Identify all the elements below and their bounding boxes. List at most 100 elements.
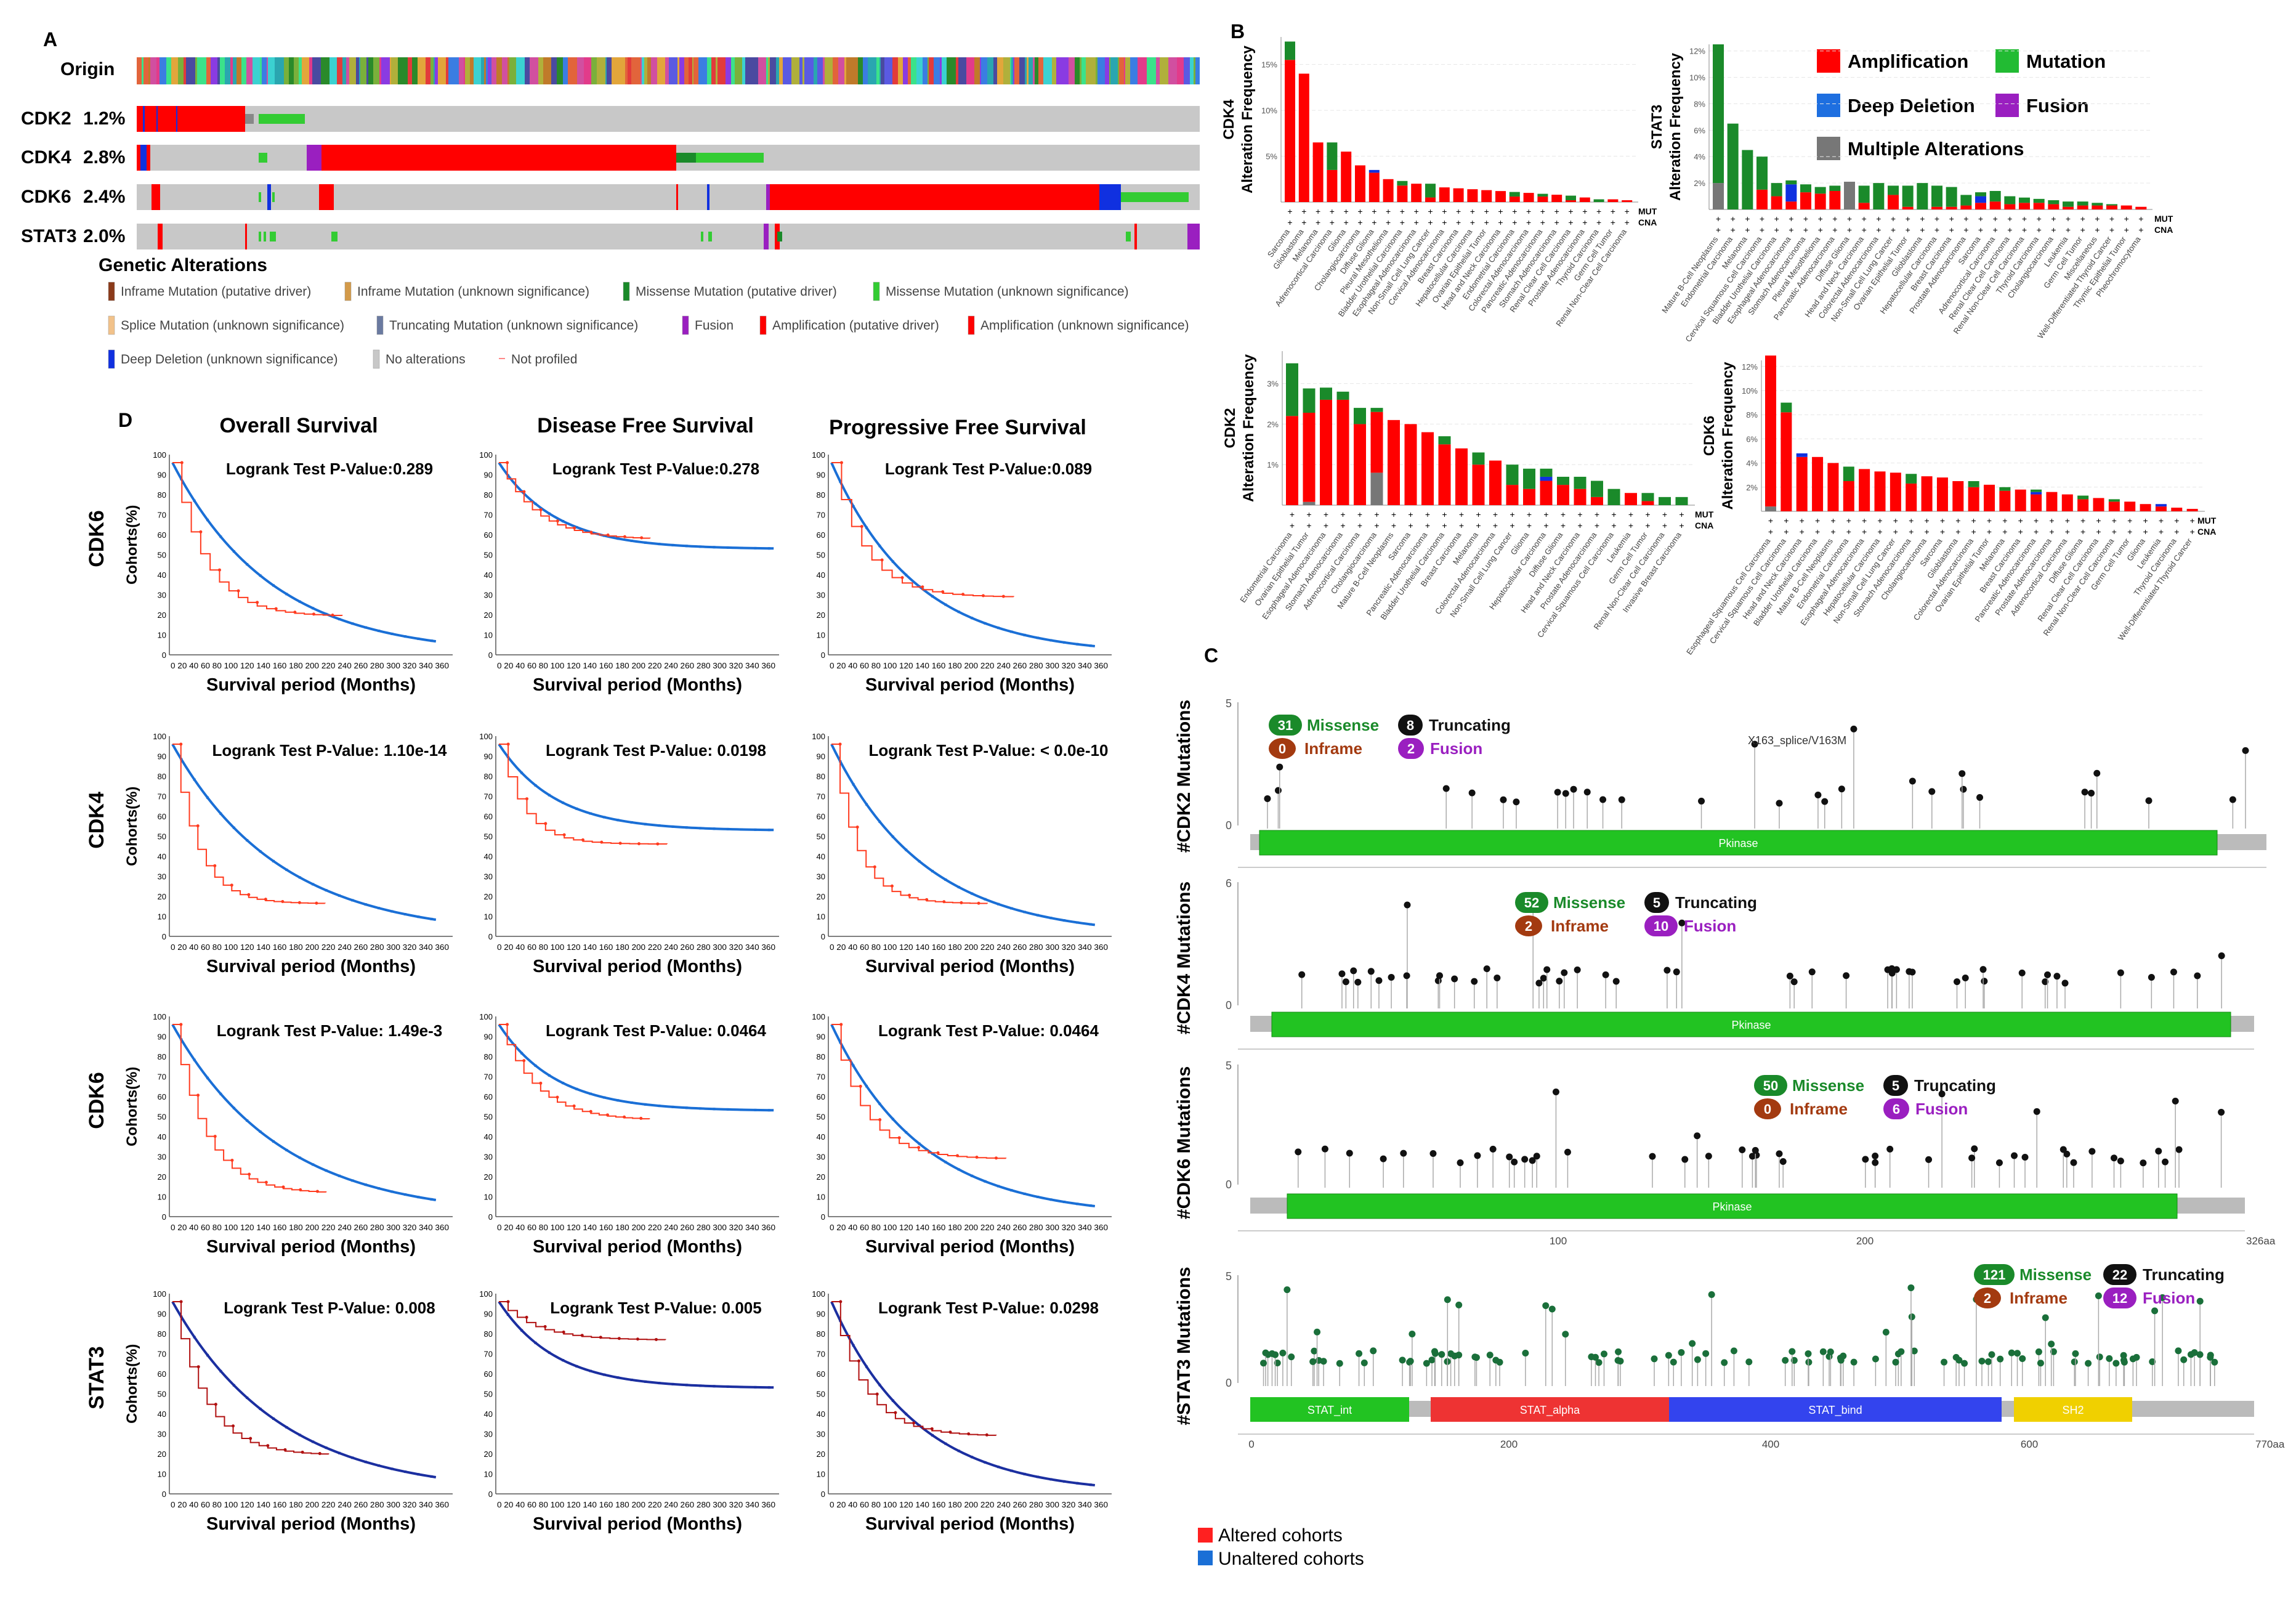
column-title: Overall Survival [219, 414, 378, 437]
pin-head [1985, 1358, 1992, 1365]
y-max-label: 5 [1226, 1060, 1232, 1072]
pin-head [1400, 1150, 1407, 1157]
altered-censor [247, 893, 251, 896]
cna-plus: + [1493, 521, 1498, 530]
cna-plus: + [1344, 217, 1349, 227]
origin-segment [783, 57, 791, 84]
censor-mark [325, 889, 328, 892]
pin-head [1298, 971, 1306, 978]
bar-segment [1438, 436, 1451, 445]
censor-mark [1023, 633, 1026, 636]
mut-plus: + [2138, 214, 2143, 224]
y-tick-label: 10% [1689, 73, 1705, 83]
origin-segment [612, 57, 618, 84]
x-axis-title: Survival period (Months) [206, 957, 416, 976]
bar-segment [2063, 201, 2074, 207]
bar-segment [2077, 499, 2089, 511]
origin-segment [679, 57, 684, 84]
altered-censor [573, 526, 576, 530]
pin-head [1506, 1153, 1513, 1161]
legend-swatch [373, 349, 380, 369]
legend-label: Inframe Mutation (putative driver) [121, 285, 311, 299]
pin-head [2117, 1158, 2124, 1165]
alteration-mark [137, 106, 245, 132]
origin-segment [1075, 57, 1080, 84]
bar-segment [1354, 424, 1366, 505]
mut-label: MUT [1638, 206, 1657, 216]
altered-censor [331, 614, 334, 617]
cna-plus: + [1978, 225, 1983, 235]
altered-censor [539, 1081, 543, 1085]
origin-segment [804, 57, 814, 84]
altered-censor [180, 461, 184, 464]
y-tick-label: 10 [484, 912, 493, 922]
pin-head [1886, 1145, 1894, 1153]
cna-plus: + [1324, 521, 1328, 530]
y-tick-label: 0 [488, 651, 493, 660]
cna-plus: + [1768, 527, 1773, 537]
x-tick-label: 200 [1500, 1438, 1518, 1450]
cna-plus: + [1876, 225, 1881, 235]
censor-mark [1037, 636, 1040, 639]
origin-segment [557, 57, 563, 84]
y-tick-label: 100 [153, 732, 166, 741]
origin-segment [1119, 57, 1124, 84]
pin-head [1399, 1356, 1406, 1364]
inframe-count: 2 [1984, 1291, 1991, 1306]
origin-segment [892, 57, 898, 84]
censor-mark [767, 547, 770, 550]
pin-head [2140, 1159, 2147, 1167]
y-tick-label: 40 [817, 1132, 825, 1141]
alteration-mark [777, 232, 782, 241]
y-tick-label: 40 [817, 852, 825, 861]
pin-head [1264, 795, 1271, 802]
inframe-badge [1754, 1098, 1781, 1119]
origin-segment [1010, 57, 1011, 84]
bar-segment [1984, 484, 1995, 511]
bar-segment [2031, 492, 2042, 495]
origin-segment [605, 57, 607, 84]
censor-mark [931, 594, 934, 598]
censor-mark [671, 1382, 674, 1385]
bar-segment [1537, 197, 1548, 202]
altered-censor [618, 841, 622, 845]
bar-segment [1397, 180, 1408, 186]
bar-segment [2015, 489, 2026, 511]
altered-censor [283, 1448, 287, 1451]
cna-plus: + [1582, 217, 1587, 227]
pin-head [1442, 785, 1450, 792]
altered-censor [600, 840, 604, 844]
y-tick-label: 90 [817, 752, 825, 761]
pin-head [1789, 1348, 1796, 1355]
origin-segment [379, 57, 381, 84]
origin-segment [911, 57, 916, 84]
mut-plus: + [1582, 206, 1587, 216]
pin-head [1283, 1286, 1291, 1294]
origin-segment [368, 57, 373, 84]
bar-segment [2004, 204, 2016, 209]
y-axis-title: Alteration Frequency [1720, 362, 1736, 510]
mut-plus: + [1830, 516, 1835, 525]
pin-head [1455, 1301, 1463, 1308]
panel-label-d: D [118, 409, 132, 431]
bar-segment [1506, 485, 1519, 505]
censor-mark [534, 502, 537, 505]
pin-head [1388, 973, 1395, 981]
row-gene-label: CDK4 [85, 792, 108, 849]
missense-label: Missense [1792, 1076, 1864, 1095]
pin-head [2187, 1351, 2194, 1358]
cna-plus: + [1512, 217, 1517, 227]
mut-plus: + [1818, 214, 1823, 224]
altered-censor [179, 1300, 183, 1304]
bar-segment [2077, 205, 2088, 209]
bar-segment [1472, 452, 1485, 465]
pin-head [1356, 1350, 1363, 1357]
pin-head [2044, 971, 2051, 978]
origin-segment [284, 57, 289, 84]
pin-head [1995, 1159, 2003, 1166]
censor-mark [1062, 1480, 1065, 1483]
bar-segment [1999, 490, 2011, 511]
x-tick-labels: 0 20 40 60 80 100 120 140 160 180 200 22… [830, 943, 1108, 952]
bar-segment [2077, 201, 2088, 206]
